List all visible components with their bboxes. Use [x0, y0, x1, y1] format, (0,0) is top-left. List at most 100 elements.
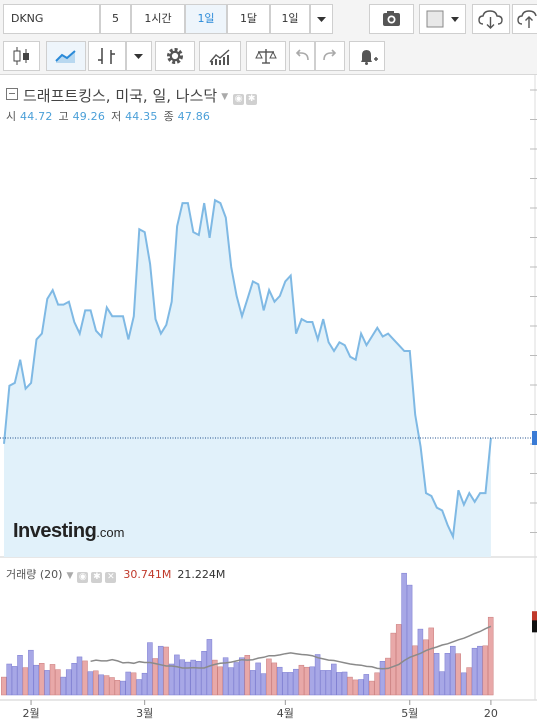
- eye-icon[interactable]: ◉: [233, 94, 245, 105]
- cloud-save-button[interactable]: [512, 4, 537, 34]
- close-label: 종: [163, 110, 174, 123]
- volume-bar: [249, 670, 256, 696]
- screenshot-button[interactable]: [369, 4, 414, 34]
- interval-5-button[interactable]: 5: [100, 4, 131, 34]
- x-tick-label: 4월: [277, 707, 294, 720]
- volume-bar: [1, 676, 7, 696]
- bell-plus-icon: [361, 50, 378, 65]
- volume-bar: [352, 679, 359, 696]
- x-tick-label: 5월: [401, 707, 418, 720]
- investing-logo: Investing.com: [13, 520, 124, 543]
- volume-bar: [130, 672, 137, 696]
- compare-button[interactable]: [246, 41, 286, 71]
- cloud-download-icon: [478, 10, 503, 29]
- undo-button[interactable]: [289, 41, 315, 71]
- volume-bar: [6, 663, 12, 696]
- chevron-down-icon[interactable]: ▼: [66, 571, 74, 581]
- volume-bar: [455, 653, 461, 696]
- volume-bar: [406, 584, 413, 696]
- interval-range-button[interactable]: 1일: [270, 4, 310, 34]
- close-icon[interactable]: ✕: [105, 572, 117, 583]
- chevron-down-icon[interactable]: ▼: [221, 92, 229, 102]
- volume-bar: [466, 667, 472, 696]
- collapse-icon[interactable]: [6, 88, 18, 100]
- volume-bar: [93, 670, 99, 696]
- volume-bar: [266, 658, 272, 696]
- volume-bar: [325, 670, 332, 696]
- volume-bar: [201, 651, 207, 696]
- gear-icon[interactable]: ✱: [246, 94, 258, 105]
- volume-bar: [152, 658, 159, 696]
- chart-type-dropdown[interactable]: [126, 41, 152, 71]
- volume-bar: [433, 653, 440, 696]
- symbol-input[interactable]: DKNG: [3, 4, 100, 34]
- interval-1mo-button[interactable]: 1달: [227, 4, 270, 34]
- ohlc-bars-icon: [98, 48, 115, 64]
- volume-bar: [401, 572, 407, 696]
- volume-bars: [1, 572, 494, 696]
- volume-bar: [471, 647, 478, 696]
- volume-bar: [244, 655, 251, 696]
- volume-bar: [271, 662, 278, 696]
- bar-chart-button[interactable]: [88, 41, 126, 71]
- area-chart-button[interactable]: [46, 41, 86, 71]
- top-toolbar: DKNG 5 1시간 1일 1달 1일: [0, 0, 537, 39]
- interval-dropdown-button[interactable]: [310, 4, 333, 34]
- volume-bar: [217, 666, 223, 696]
- current-price-marker: [532, 431, 537, 445]
- x-tick-label: 3월: [136, 707, 153, 720]
- indicators-icon: [209, 49, 230, 65]
- volume-bar: [412, 645, 418, 696]
- chevron-down-icon: [134, 54, 143, 59]
- low-value: 44.35: [125, 110, 158, 123]
- redo-button[interactable]: [315, 41, 345, 71]
- volume-bar: [444, 653, 451, 696]
- price-line: [3, 198, 492, 541]
- volume-header[interactable]: 거래량 (20) ▼ ◉ ✱ ✕ 30.741M 21.224M: [6, 566, 225, 583]
- volume-bar: [168, 663, 175, 696]
- volume-bar: [60, 676, 67, 696]
- ohlc-readout: 시 44.72 고 49.26 저 44.35 종 47.86: [6, 108, 216, 124]
- volume-bar: [276, 666, 283, 696]
- volume-bar: [460, 672, 467, 696]
- indicators-button[interactable]: [199, 41, 241, 71]
- volume-bar: [141, 672, 148, 696]
- cloud-load-button[interactable]: [472, 4, 510, 34]
- alert-button[interactable]: [349, 41, 385, 71]
- volume-bar: [125, 671, 131, 696]
- chart-title[interactable]: 드래프트킹스, 미국, 일, 나스닥 ▼ ◉ ✱: [6, 85, 258, 106]
- chevron-down-icon: [317, 17, 326, 22]
- interval-1d-button[interactable]: 1일: [185, 4, 227, 34]
- settings-button[interactable]: [155, 41, 195, 71]
- logo-suffix: .com: [96, 525, 125, 540]
- volume-bar: [260, 673, 267, 696]
- chart-toolbar: [0, 38, 537, 75]
- volume-bar: [379, 661, 386, 696]
- volume-bar: [347, 676, 353, 696]
- volume-bar: [374, 672, 380, 696]
- price-chart[interactable]: 2월 3월 4월 5월 20: [0, 74, 537, 726]
- volume-bar: [71, 663, 77, 696]
- candlestick-button[interactable]: [3, 41, 40, 71]
- color-swatch-icon: [426, 10, 459, 28]
- volume-bar: [114, 680, 121, 696]
- volume-bar: [136, 679, 142, 696]
- volume-bar: [190, 659, 196, 696]
- volume-ma-marker: [532, 620, 537, 633]
- close-value: 47.86: [177, 110, 211, 123]
- volume-bar: [304, 666, 310, 696]
- volume-bar: [341, 671, 348, 696]
- volume-bar: [423, 639, 429, 696]
- x-tick-label: 20: [484, 707, 498, 720]
- volume-bar: [212, 659, 218, 696]
- volume-bar: [320, 670, 326, 696]
- x-tick-label: 2월: [22, 707, 39, 720]
- scale-icon: [255, 49, 277, 64]
- logo-brand: Investing: [13, 520, 97, 542]
- interval-1h-button[interactable]: 1시간: [131, 4, 185, 34]
- price-area-fill: [4, 200, 491, 557]
- eye-icon[interactable]: ◉: [77, 572, 89, 583]
- color-picker-button[interactable]: [419, 4, 466, 34]
- volume-bar: [147, 642, 153, 696]
- gear-icon[interactable]: ✱: [91, 572, 103, 583]
